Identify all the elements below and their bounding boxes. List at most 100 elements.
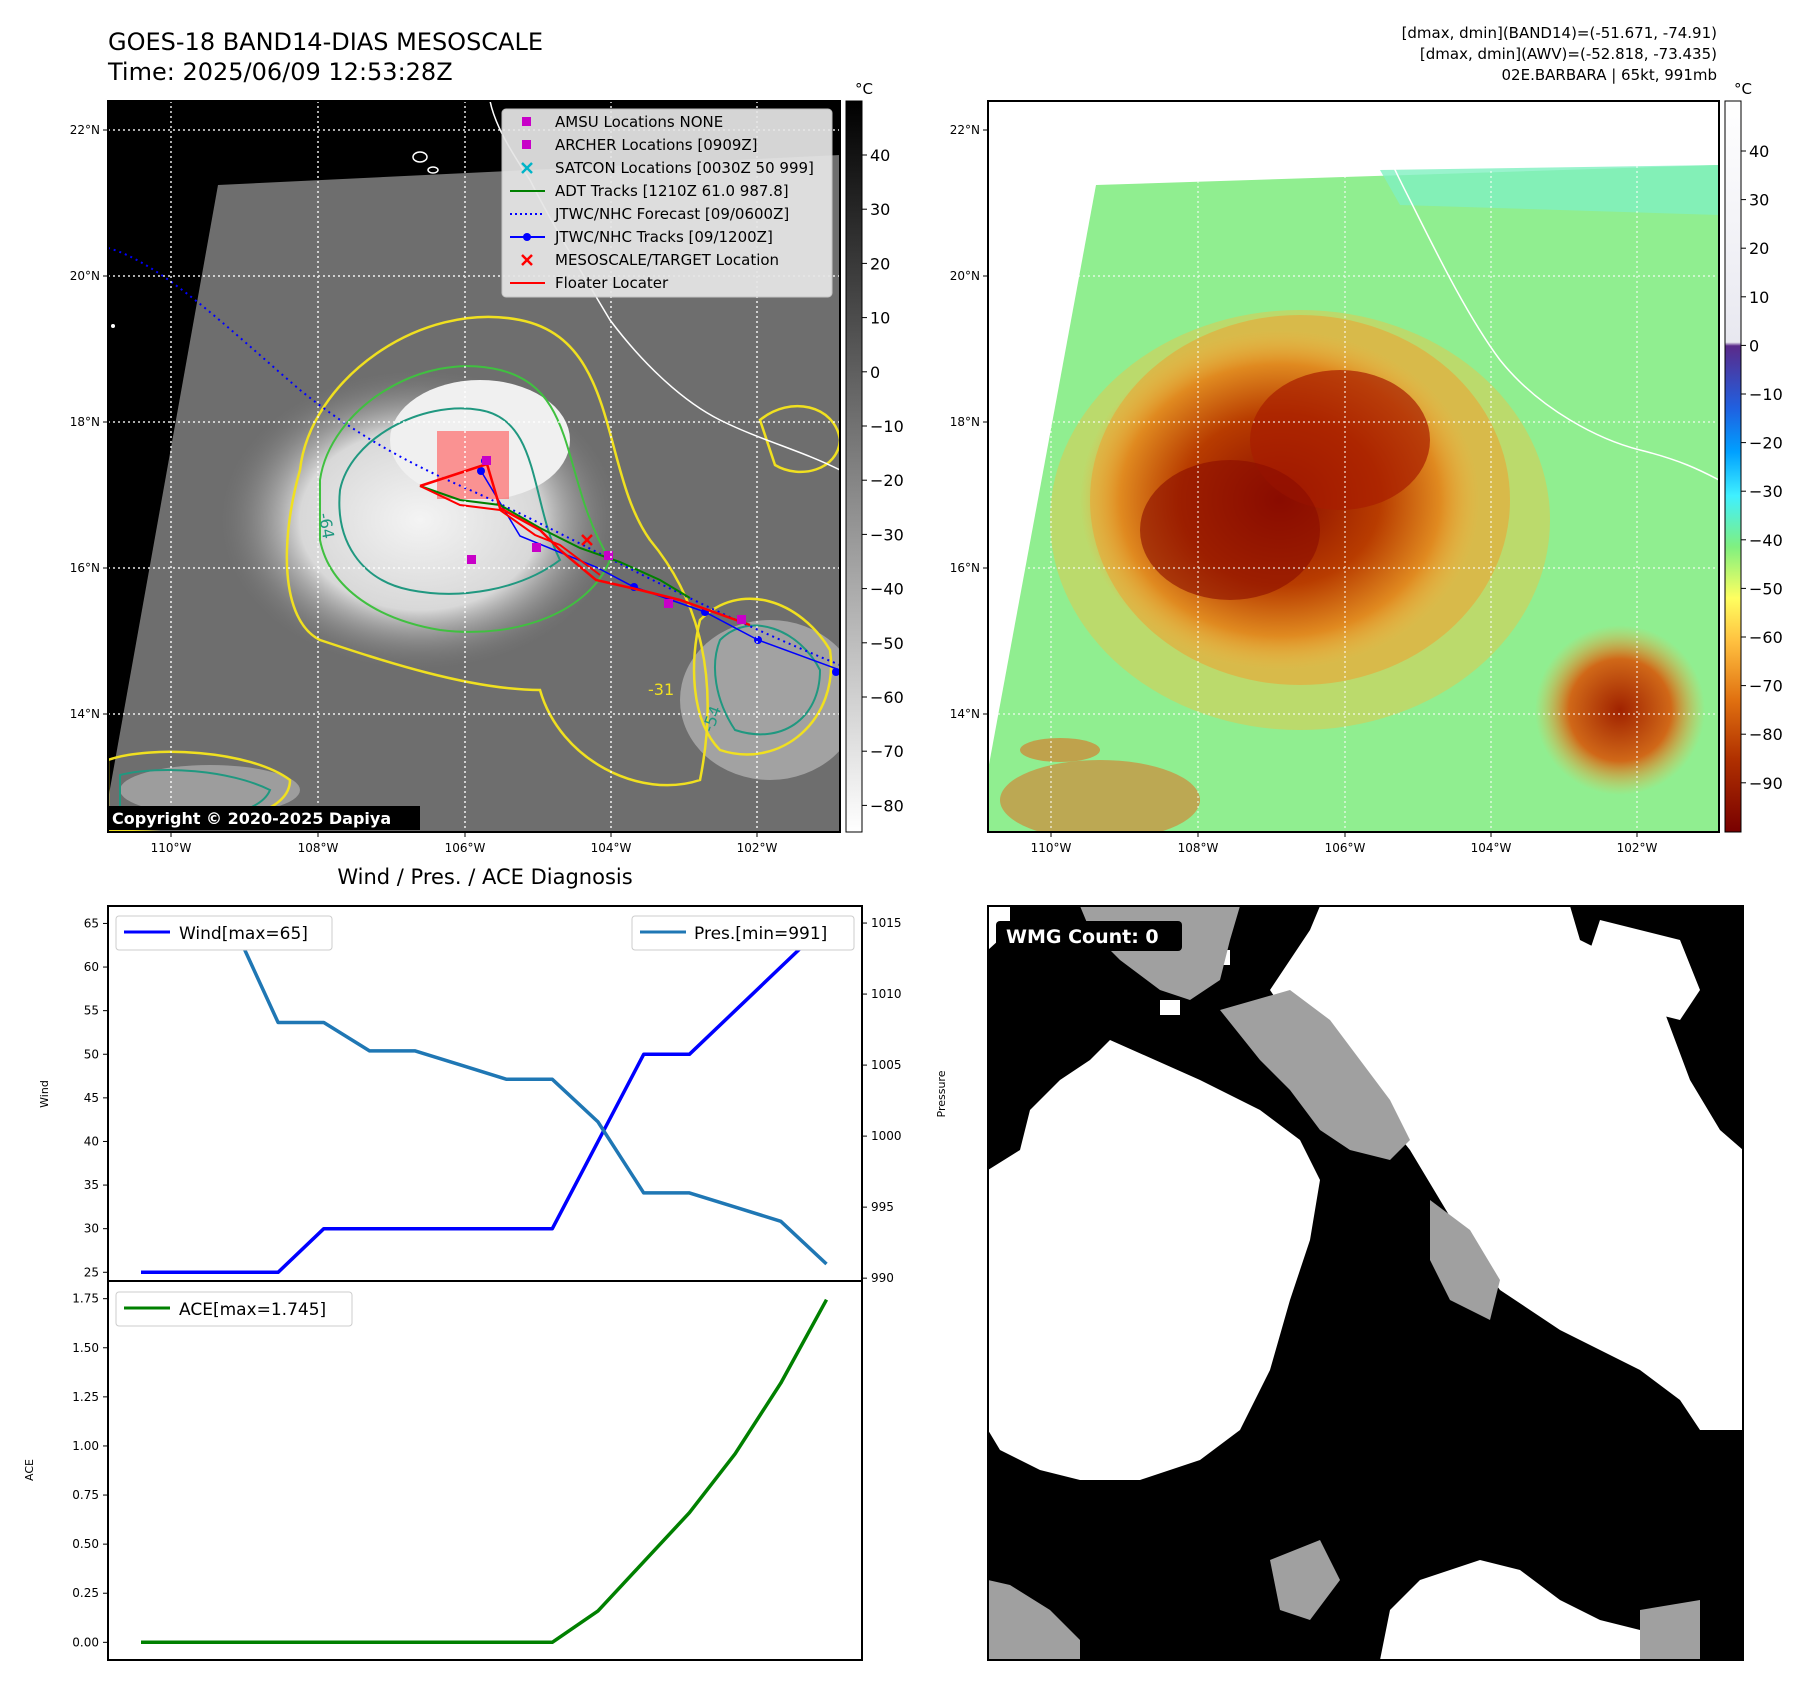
color-colorbar-tick: −90 — [1749, 774, 1783, 793]
color-colorbar-tick: 10 — [1749, 288, 1769, 307]
pressure-series-line — [141, 921, 828, 1266]
lon-tick-label: 104°W — [591, 841, 632, 855]
lat-tick-label: 16°N — [950, 561, 980, 575]
gray-colorbar-tick: 0 — [870, 363, 880, 382]
legend-dot — [523, 233, 531, 241]
wind-axis-label: Wind — [38, 1080, 51, 1108]
lon-tick-label: 108°W — [298, 841, 339, 855]
legend-label: SATCON Locations [0030Z 50 999] — [555, 159, 814, 177]
contour-minus64 — [338, 407, 562, 595]
pressure-tick-label: 995 — [871, 1200, 894, 1214]
legend-item: ARCHER Locations [0909Z] — [522, 136, 758, 154]
legend-square-marker — [522, 117, 531, 126]
ace-legend-label: ACE[max=1.745] — [179, 1300, 326, 1320]
lon-tick-label: 102°W — [1617, 841, 1658, 855]
pressure-legend: Pres.[min=991] — [631, 915, 855, 951]
lat-tick-label: 22°N — [70, 123, 100, 137]
lon-tick-label: 102°W — [737, 841, 778, 855]
legend-item: Floater Locater — [510, 274, 669, 292]
legend-label: AMSU Locations NONE — [555, 113, 723, 131]
wind-tick-label: 55 — [84, 1004, 99, 1018]
ace-tick-label: 1.50 — [72, 1341, 99, 1355]
legend-label: JTWC/NHC Forecast [09/0600Z] — [554, 205, 789, 223]
color-colorbar: °C 40 30 20 10 0 −10 −20 −30 −40 −50 −60 −70 −80 −90 — [1724, 80, 1783, 833]
wind-tick-label: 45 — [84, 1091, 99, 1105]
gray-colorbar-tick: −10 — [870, 417, 904, 436]
legend-item: AMSU Locations NONE — [522, 113, 723, 131]
gray-colorbar-tick: −50 — [870, 634, 904, 653]
ace-tick-label: 1.25 — [72, 1390, 99, 1404]
legend-label: MESOSCALE/TARGET Location — [555, 251, 779, 269]
color-colorbar-tick: 0 — [1749, 336, 1759, 355]
gray-colorbar-tick: −20 — [870, 471, 904, 490]
stats-band14: [dmax, dmin](BAND14)=(-51.671, -74.91) — [1402, 24, 1717, 42]
contour-minus31 — [285, 315, 709, 787]
color-colorbar-tick: 20 — [1749, 239, 1769, 258]
legend-square-marker — [522, 140, 531, 149]
lat-tick-label: 16°N — [70, 561, 100, 575]
lon-tick-label: 110°W — [1031, 841, 1072, 855]
pressure-legend-label: Pres.[min=991] — [694, 924, 827, 944]
lon-tick-label: 104°W — [1471, 841, 1512, 855]
legend-item: JTWC/NHC Tracks [09/1200Z] — [510, 228, 773, 246]
contour-label-64: -64 — [315, 511, 338, 540]
color-colorbar-tick: −70 — [1749, 677, 1783, 696]
gray-colorbar-tick: 10 — [870, 309, 890, 328]
color-colorbar-tick: −40 — [1749, 531, 1783, 550]
wind-tick-label: 35 — [84, 1178, 99, 1192]
lon-tick-label: 108°W — [1178, 841, 1219, 855]
gray-colorbar-tick: 40 — [870, 146, 890, 165]
stats-storm: 02E.BARBARA | 65kt, 991mb — [1502, 66, 1717, 84]
gray-colorbar-tick: −80 — [870, 796, 904, 815]
contour-minus54 — [319, 365, 612, 633]
lat-tick-label: 18°N — [70, 415, 100, 429]
pressure-axis-label: Pressure — [935, 1070, 948, 1117]
ace-axis-label: ACE — [23, 1459, 36, 1481]
wind-tick-label: 40 — [84, 1134, 99, 1148]
lat-tick-label: 22°N — [950, 123, 980, 137]
color-colorbar-tick: −20 — [1749, 434, 1783, 453]
lon-tick-label: 106°W — [1325, 841, 1366, 855]
color-colorbar-tick: −10 — [1749, 385, 1783, 404]
gray-colorbar-tick: −70 — [870, 742, 904, 761]
color-colorbar-tick: −80 — [1749, 725, 1783, 744]
wmg-count-label: WMG Count: 0 — [1006, 926, 1159, 948]
adt-track — [419, 485, 691, 599]
pressure-tick-label: 1015 — [871, 916, 902, 930]
wmg-panel: WMG Count: 0 — [987, 905, 1744, 1661]
wind-legend: Wind[max=65] — [115, 915, 333, 951]
wind-legend-label: Wind[max=65] — [179, 924, 308, 944]
wind-tick-label: 65 — [84, 916, 99, 930]
color-colorbar-unit: °C — [1734, 80, 1752, 98]
gray-colorbar-tick: −30 — [870, 525, 904, 544]
copyright-label: Copyright © 2020-2025 Dapiya — [112, 809, 391, 828]
jtwc-forecast-track — [108, 247, 840, 666]
lat-tick-label: 14°N — [950, 707, 980, 721]
gray-colorbar-tick: 20 — [870, 254, 890, 273]
color-colorbar-tick: −50 — [1749, 579, 1783, 598]
wind-pressure-chart: 25 30 35 40 45 50 55 60 65 990 995 1000 1005 1010 101… — [38, 905, 948, 1285]
ace-series-line — [141, 1298, 829, 1645]
awv-map: 110°W 108°W 106°W 104°W 102°W 22°N 20°N 18°N 16°… — [950, 100, 1720, 855]
map-legend: AMSU Locations NONE ARCHER Locations [090… — [501, 108, 833, 298]
legend-label: ARCHER Locations [0909Z] — [555, 136, 758, 154]
lat-tick-label: 20°N — [950, 269, 980, 283]
legend-x-marker — [521, 254, 533, 266]
stats-awv: [dmax, dmin](AWV)=(-52.818, -73.435) — [1420, 45, 1717, 63]
ace-tick-label: 0.50 — [72, 1537, 99, 1551]
wind-tick-label: 25 — [84, 1265, 99, 1279]
legend-item: JTWC/NHC Forecast [09/0600Z] — [510, 205, 789, 223]
color-colorbar-tick: 40 — [1749, 142, 1769, 161]
ace-tick-label: 1.00 — [72, 1439, 99, 1453]
wind-series-line — [141, 922, 828, 1275]
lat-tick-label: 18°N — [950, 415, 980, 429]
figure-time: Time: 2025/06/09 12:53:28Z — [107, 58, 453, 86]
pressure-tick-label: 1000 — [871, 1129, 902, 1143]
lon-tick-label: 110°W — [151, 841, 192, 855]
ace-legend: ACE[max=1.745] — [115, 1291, 353, 1327]
chart-title: Wind / Pres. / ACE Diagnosis — [337, 865, 632, 889]
ace-tick-label: 0.75 — [72, 1488, 99, 1502]
wind-tick-label: 60 — [84, 960, 99, 974]
figure-title: GOES-18 BAND14-DIAS MESOSCALE — [108, 28, 543, 56]
